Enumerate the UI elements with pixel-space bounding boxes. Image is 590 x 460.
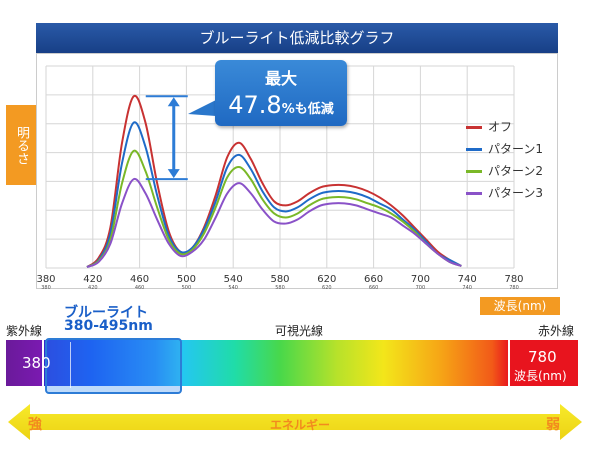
x-tick-label: 780 <box>504 274 523 285</box>
legend-label: パターン2 <box>488 164 544 178</box>
uv-label: 紫外線 <box>6 324 43 338</box>
x-tick-sublabel: 420 <box>88 285 98 291</box>
x-tick-sublabel: 540 <box>228 285 238 291</box>
spectrum-start-value: 380 <box>22 354 51 372</box>
callout-line: 47.8%も低減 <box>215 91 347 119</box>
legend-label: パターン1 <box>488 142 544 156</box>
x-tick-label: 580 <box>270 274 289 285</box>
y-axis-label: 明るさ <box>6 105 36 185</box>
wavelength-badge: 波長(nm) <box>480 297 560 315</box>
x-tick-sublabel: 660 <box>369 285 379 291</box>
x-tick-label: 540 <box>224 274 243 285</box>
weak-label: 弱 <box>546 417 560 433</box>
legend-swatch <box>466 170 482 173</box>
x-tick-label: 700 <box>411 274 430 285</box>
visible-light-label: 可視光線 <box>275 324 324 338</box>
x-tick-sublabel: 500 <box>182 285 192 291</box>
spectrum-bar <box>6 340 578 386</box>
legend-item: オフ <box>466 118 512 135</box>
energy-label: エネルギー <box>269 418 330 432</box>
x-tick-label: 620 <box>317 274 336 285</box>
x-tick-sublabel: 460 <box>135 285 145 291</box>
callout-value: 47.8 <box>228 91 282 119</box>
ir-divider <box>508 340 510 386</box>
x-tick-label: 460 <box>130 274 149 285</box>
blue-highlight-divider <box>70 342 71 388</box>
x-tick-label: 740 <box>458 274 477 285</box>
x-tick-labels: 3803804204204604605005005405405805806206… <box>36 274 523 291</box>
legend-label: パターン3 <box>488 186 544 200</box>
x-tick-sublabel: 620 <box>322 285 332 291</box>
spectrum-end-unit: 波長(nm) <box>514 369 567 383</box>
legend-swatch <box>466 148 482 151</box>
x-tick-label: 420 <box>83 274 102 285</box>
series-line-2 <box>86 121 462 268</box>
arrowhead-up <box>167 97 180 107</box>
blue-light-name: ブルーライト <box>64 305 148 321</box>
spectrum-end-value: 780 <box>528 348 557 366</box>
x-tick-sublabel: 700 <box>416 285 426 291</box>
x-tick-sublabel: 740 <box>462 285 472 291</box>
blue-light-range: 380-495nm <box>64 318 153 334</box>
chart-title: ブルーライト低減比較グラフ <box>36 23 558 53</box>
reduction-arrow <box>145 95 188 181</box>
legend-item: パターン1 <box>466 140 543 157</box>
x-tick-sublabel: 580 <box>275 285 285 291</box>
x-tick-sublabel: 780 <box>509 285 519 291</box>
series-lines <box>86 94 462 268</box>
callout-title: 最大 <box>264 69 297 88</box>
legend-item: パターン3 <box>466 184 543 201</box>
legend-label: オフ <box>488 120 513 134</box>
legend-item: パターン2 <box>466 162 543 179</box>
reduction-callout: 最大 47.8%も低減 <box>215 60 347 126</box>
x-tick-label: 660 <box>364 274 383 285</box>
legend-swatch <box>466 192 482 195</box>
ir-label: 赤外線 <box>538 324 575 338</box>
series-line-1 <box>86 94 462 268</box>
chart-svg: 3803804204204604605005005405405805806206… <box>36 65 524 291</box>
arrowhead-down <box>167 169 180 179</box>
x-tick-label: 380 <box>36 274 55 285</box>
blue-light-highlight <box>45 338 182 394</box>
x-tick-sublabel: 380 <box>41 285 51 291</box>
legend-swatch <box>466 126 482 129</box>
x-tick-label: 500 <box>177 274 196 285</box>
callout-tail <box>188 100 216 116</box>
series-line-4 <box>86 177 462 268</box>
callout-unit: %も低減 <box>281 102 334 117</box>
series-line-3 <box>86 149 462 268</box>
energy-arrow <box>8 404 582 440</box>
strong-label: 強 <box>28 417 42 433</box>
uv-divider <box>42 340 44 386</box>
